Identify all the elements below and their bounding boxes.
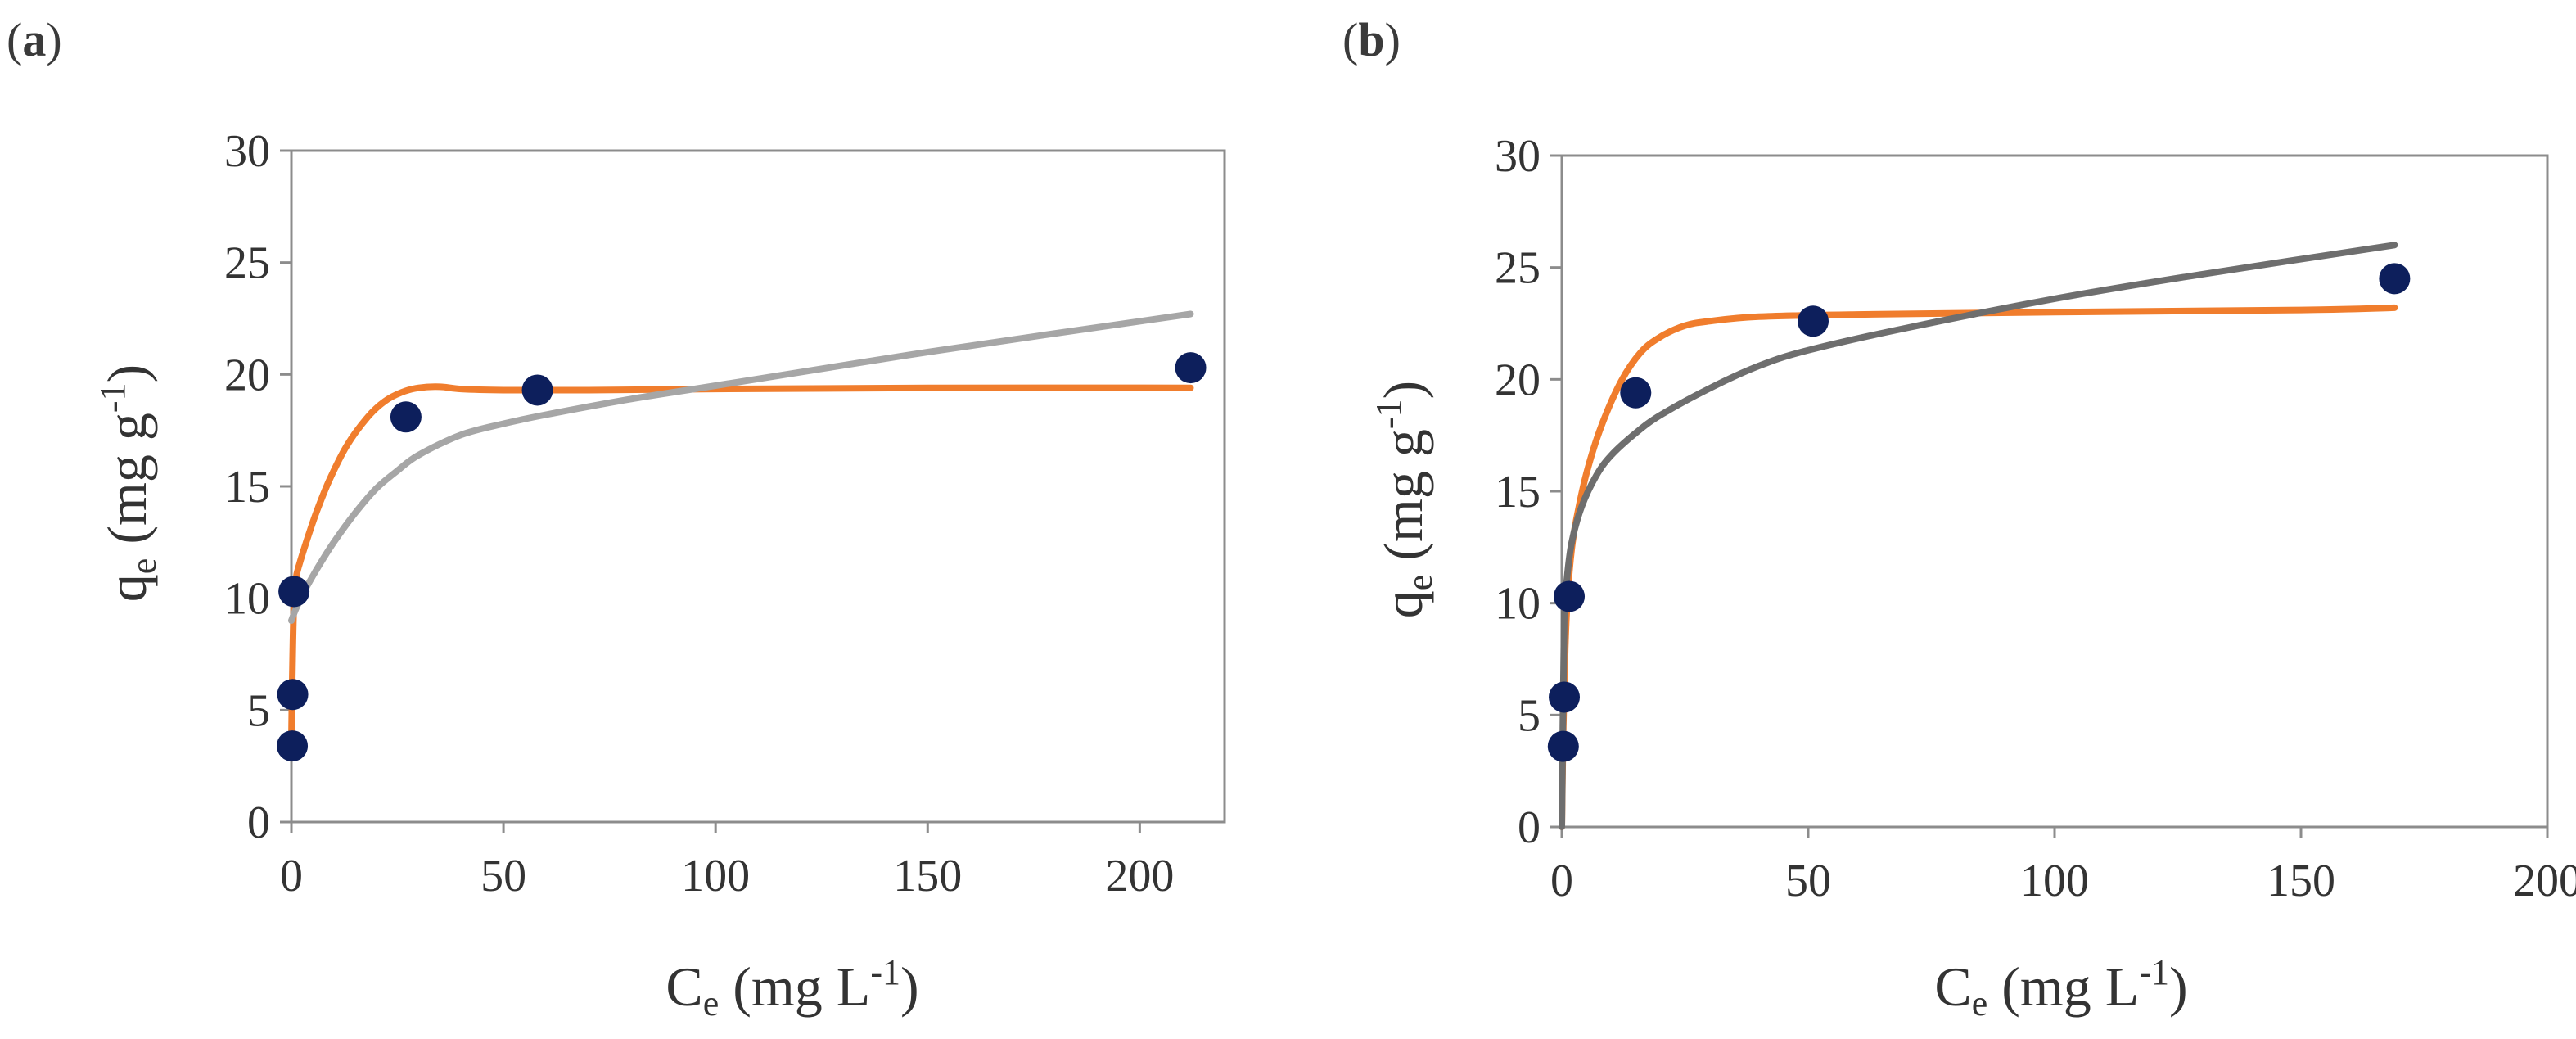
panel-b-points [1547,263,2411,762]
panel-b-data-point [2379,263,2411,295]
panel-a-freundlich-fit-line [288,310,1194,624]
panel-b-data-point [1547,730,1579,762]
panel-b-data-point [1798,305,1829,337]
panel-a-langmuir-fit-line [288,383,1194,745]
panel-a-xtick-label: 100 [681,851,750,901]
panel-a-points [277,352,1207,762]
panel-b-langmuir-fit-line [1559,304,2398,830]
panel-b-xtick-label: 50 [1785,856,1831,906]
panel-a-ylabel: qe (mg g-1) [92,364,164,602]
panel-b-freundlich-fit-line [1559,242,2398,830]
panel-b-ytick-label: 20 [1495,355,1541,405]
panel-b-ytick-label: 25 [1495,243,1541,294]
panel-a-ytick-label: 5 [247,685,270,736]
panel-b-data-point [1554,580,1586,612]
panel-a-data-point [278,576,310,608]
panel-b-ytick-label: 10 [1495,579,1541,630]
panel-a-ytick-label: 10 [224,574,270,625]
panel-b-xtick-label: 150 [2267,856,2335,906]
panel-a-xtick-label: 200 [1105,851,1174,901]
panel-a-plot-frame [290,149,1226,824]
panel-b-plot-frame [1560,154,2549,829]
panel-b-curves [1559,242,2398,830]
panel-b-axes: 0 5 10 15 20 25 30 0 50 100 150 200 [1495,131,2576,906]
panel-a-data-point [1175,352,1207,384]
panel-a-ytick-label: 15 [224,462,270,513]
panel-a-curves [288,310,1194,745]
panel-a-data-point [277,679,309,711]
panel-b-ytick-label: 0 [1518,802,1541,853]
panel-a: (a) 0 5 10 15 20 25 30 0 50 100 150 200 Ce (mg L-1)… [7,13,1226,1023]
panel-b-ytick-label: 5 [1518,690,1541,741]
panel-b-xtick-label: 200 [2513,856,2576,906]
panel-a-ytick-label: 0 [247,797,270,848]
panel-a-ytick-label: 25 [224,238,270,289]
panel-a-ytick-label: 20 [224,350,270,400]
panel-a-data-point [277,730,309,762]
panel-a-xtick-label: 0 [280,851,303,901]
panel-a-xlabel: Ce (mg L-1) [665,952,918,1023]
panel-a-data-point [390,401,422,433]
panel-a-xtick-label: 50 [480,851,526,901]
panel-b: (b) 0 5 10 15 20 25 30 0 50 100 150 200 Ce (mg L-1)… [1342,13,2576,1023]
panel-b-xtick-label: 100 [2020,856,2089,906]
panel-b-ytick-label: 30 [1495,131,1541,182]
panel-a-axes: 0 5 10 15 20 25 30 0 50 100 150 200 [224,126,1226,901]
panel-b-ylabel: qe (mg g-1) [1369,381,1440,618]
panel-b-label: (b) [1342,13,1401,66]
panel-a-xtick-label: 150 [893,851,962,901]
panel-b-data-point [1620,377,1652,409]
panel-a-data-point [521,374,553,406]
panel-a-ytick-label: 30 [224,126,270,177]
panel-b-ytick-label: 15 [1495,467,1541,517]
panel-b-xlabel: Ce (mg L-1) [1934,952,2187,1023]
panel-a-label: (a) [7,13,62,66]
panel-b-data-point [1549,681,1581,713]
panel-b-xtick-label: 0 [1550,856,1573,906]
